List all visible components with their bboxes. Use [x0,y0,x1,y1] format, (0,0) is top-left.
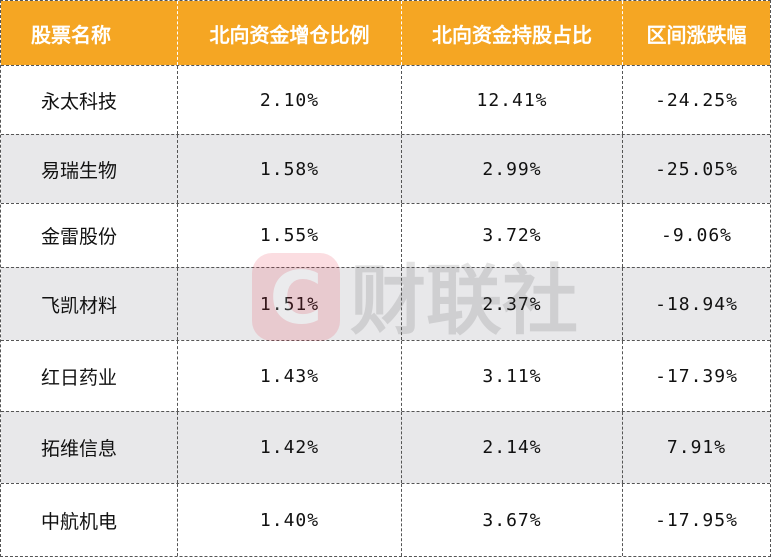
holding-cell: 3.72% [402,204,623,267]
table-row: 拓维信息 1.42% 2.14% 7.91% [1,411,770,483]
stock-name-cell: 飞凯材料 [1,268,178,340]
change-cell: 7.91% [666,437,727,458]
stock-name-cell: 拓维信息 [1,412,178,483]
change-cell: -9.06% [660,225,733,246]
increase-cell: 1.51% [178,268,402,340]
holding-cell: 2.37% [402,268,623,340]
table-row: 易瑞生物 1.58% 2.99% -25.05% [1,134,770,203]
header-holding-ratio: 北向资金持股占比 [402,1,623,65]
holding-cell: 2.99% [402,135,623,203]
increase-cell: 1.43% [178,341,402,411]
table-row: 红日药业 1.43% 3.11% -17.39% [1,340,770,411]
change-cell: -17.95% [655,509,738,531]
increase-cell: 1.58% [178,135,402,203]
stock-name-cell: 易瑞生物 [1,135,178,203]
table-row: 飞凯材料 1.51% 2.37% -18.94% [1,267,770,340]
increase-cell: 2.10% [178,66,402,134]
header-stock-name: 股票名称 [1,1,178,65]
holding-cell: 12.41% [402,66,623,134]
holding-cell: 3.67% [402,484,623,556]
stock-name-cell: 红日药业 [1,341,178,411]
stock-name-cell: 中航机电 [1,484,178,556]
change-cell: -24.25% [655,89,738,111]
increase-cell: 1.55% [178,204,402,267]
increase-cell: 1.42% [178,412,402,483]
table-row: 中航机电 1.40% 3.67% -17.95% [1,483,770,556]
header-price-change: 区间涨跌幅 [646,22,747,47]
increase-cell: 1.40% [178,484,402,556]
header-increase-ratio: 北向资金增仓比例 [178,1,402,65]
change-cell: -17.39% [655,365,738,387]
table-row: 永太科技 2.10% 12.41% -24.25% [1,65,770,134]
stock-name-cell: 金雷股份 [1,204,178,267]
table-header-row: 股票名称 北向资金增仓比例 北向资金持股占比 区间涨跌幅 [1,1,770,65]
holding-cell: 2.14% [402,412,623,483]
stock-name-cell: 永太科技 [1,66,178,134]
holding-cell: 3.11% [402,341,623,411]
change-cell: -25.05% [655,158,738,180]
table-row: 金雷股份 1.55% 3.72% -9.06% [1,203,770,267]
change-cell: -18.94% [655,293,738,315]
